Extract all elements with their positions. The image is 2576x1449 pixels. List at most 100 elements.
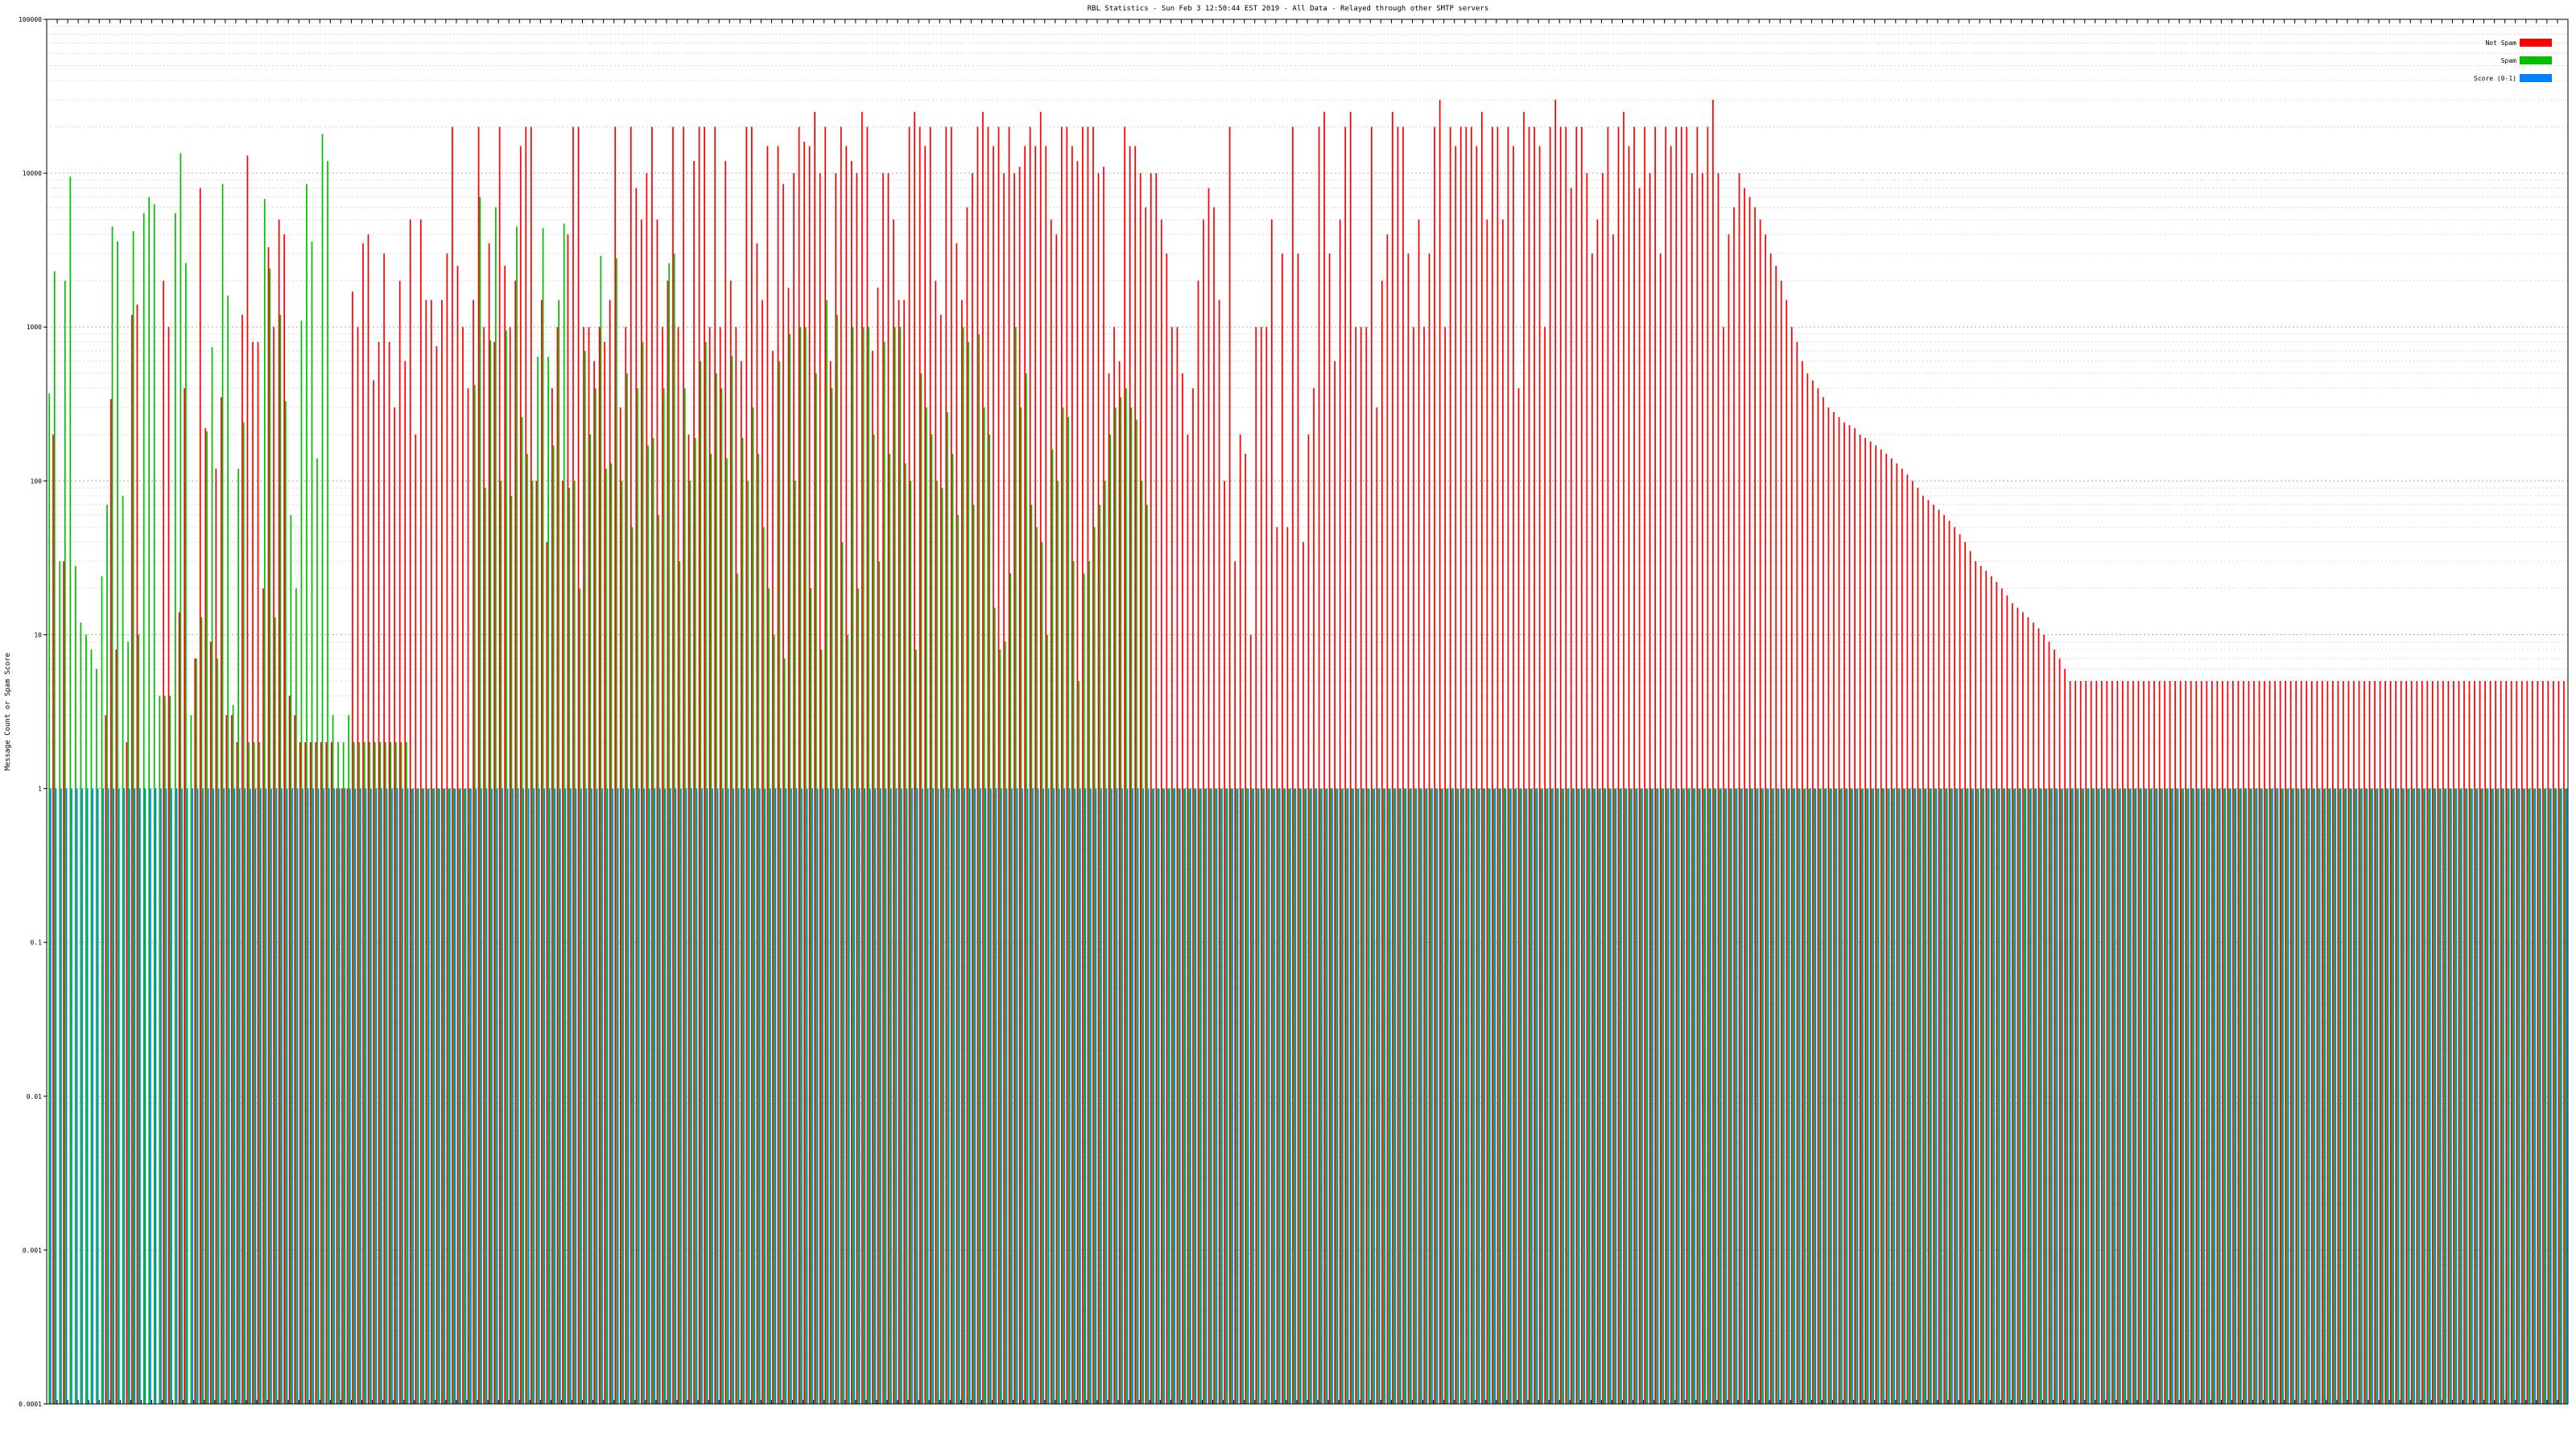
- bar-spam: [773, 634, 775, 1404]
- bar-score-0-1-: [370, 788, 372, 1404]
- bar-spam: [1488, 788, 1489, 1404]
- bar-spam: [1230, 788, 1232, 1404]
- bar-not-spam: [204, 427, 207, 1404]
- bar-not-spam: [1775, 266, 1777, 1404]
- bar-not-spam: [2122, 680, 2124, 1404]
- bar-not-spam: [309, 742, 312, 1404]
- bar-spam: [820, 649, 823, 1404]
- bar-score-0-1-: [806, 788, 808, 1404]
- bar-score-0-1-: [470, 788, 472, 1404]
- bar-spam: [2054, 788, 2057, 1404]
- bar-spam: [1183, 788, 1185, 1404]
- bar-score-0-1-: [958, 788, 960, 1404]
- bar-not-spam: [856, 173, 858, 1405]
- bar-score-0-1-: [2098, 788, 2100, 1404]
- bar-spam: [710, 453, 712, 1404]
- bar-not-spam: [378, 341, 380, 1404]
- bar-score-0-1-: [1016, 788, 1018, 1404]
- bar-not-spam: [1859, 434, 1861, 1404]
- bar-score-0-1-: [2318, 788, 2321, 1404]
- bar-not-spam: [1066, 126, 1068, 1404]
- bar-not-spam: [2389, 680, 2392, 1404]
- bar-score-0-1-: [402, 788, 403, 1404]
- bar-score-0-1-: [832, 788, 835, 1404]
- bar-not-spam: [1423, 327, 1425, 1405]
- bar-score-0-1-: [2461, 788, 2462, 1404]
- bar-spam: [983, 407, 985, 1404]
- bar-not-spam: [2358, 680, 2360, 1404]
- bar-not-spam: [1922, 495, 1924, 1404]
- bar-not-spam: [646, 173, 648, 1405]
- bar-score-0-1-: [911, 788, 913, 1404]
- bar-spam: [2507, 788, 2508, 1404]
- bar-score-0-1-: [65, 788, 68, 1404]
- bar-not-spam: [808, 146, 811, 1404]
- bar-spam: [1382, 788, 1385, 1404]
- bar-score-0-1-: [1898, 788, 1901, 1404]
- bar-not-spam: [745, 126, 748, 1404]
- bar-not-spam: [2264, 680, 2265, 1404]
- bar-spam: [2449, 788, 2451, 1404]
- bar-score-0-1-: [323, 788, 325, 1404]
- bar-score-0-1-: [1652, 788, 1653, 1404]
- bar-spam: [500, 481, 502, 1405]
- bar-spam: [1671, 788, 1674, 1404]
- bar-not-spam: [1534, 126, 1535, 1404]
- bar-spam: [568, 488, 571, 1404]
- bar-spam: [1897, 788, 1899, 1404]
- bar-score-0-1-: [2561, 788, 2562, 1404]
- bar-not-spam: [782, 184, 784, 1404]
- bar-spam: [374, 742, 376, 1404]
- bar-spam: [2060, 788, 2062, 1404]
- bar-not-spam: [1964, 542, 1966, 1405]
- bar-score-0-1-: [1058, 788, 1060, 1404]
- bar-spam: [594, 388, 597, 1405]
- bar-spam: [159, 696, 161, 1404]
- bar-score-0-1-: [2518, 788, 2520, 1404]
- bar-not-spam: [640, 219, 642, 1404]
- bar-score-0-1-: [1315, 788, 1318, 1404]
- bar-score-0-1-: [995, 788, 997, 1404]
- bar-not-spam: [1486, 219, 1488, 1404]
- bar-spam: [1125, 388, 1127, 1405]
- bar-not-spam: [2211, 680, 2213, 1404]
- bar-spam: [174, 213, 176, 1404]
- bar-score-0-1-: [1557, 788, 1559, 1404]
- bar-score-0-1-: [202, 788, 204, 1404]
- bar-spam: [237, 469, 239, 1404]
- bar-not-spam: [325, 742, 328, 1404]
- bar-spam: [1409, 788, 1411, 1404]
- bar-score-0-1-: [2539, 788, 2541, 1404]
- bar-score-0-1-: [1158, 788, 1160, 1404]
- bar-not-spam: [394, 407, 396, 1404]
- bar-not-spam: [714, 126, 716, 1404]
- bar-score-0-1-: [1893, 788, 1896, 1404]
- bar-spam: [122, 495, 124, 1404]
- bar-spam: [1934, 788, 1936, 1404]
- bar-spam: [947, 411, 948, 1404]
- bar-spam: [274, 617, 276, 1404]
- bar-not-spam: [1370, 126, 1373, 1404]
- bar-score-0-1-: [2450, 788, 2452, 1404]
- bar-spam: [2470, 788, 2472, 1404]
- bar-score-0-1-: [2372, 788, 2373, 1404]
- bar-not-spam: [766, 146, 769, 1404]
- bar-not-spam: [667, 280, 669, 1405]
- bar-score-0-1-: [2287, 788, 2289, 1404]
- bar-spam: [269, 268, 271, 1405]
- bar-not-spam: [982, 112, 984, 1405]
- bar-score-0-1-: [433, 788, 436, 1404]
- bar-spam: [1592, 788, 1595, 1404]
- bar-score-0-1-: [1368, 788, 1370, 1404]
- bar-score-0-1-: [2334, 788, 2337, 1404]
- bar-score-0-1-: [1993, 788, 1996, 1404]
- bar-spam: [931, 434, 933, 1404]
- bar-spam: [668, 262, 671, 1404]
- bar-spam: [132, 231, 134, 1405]
- bar-score-0-1-: [1116, 788, 1118, 1404]
- bar-spam: [752, 407, 754, 1404]
- bar-score-0-1-: [554, 788, 556, 1404]
- bar-not-spam: [1339, 219, 1341, 1404]
- bar-not-spam: [1097, 173, 1100, 1405]
- bar-spam: [2522, 788, 2524, 1404]
